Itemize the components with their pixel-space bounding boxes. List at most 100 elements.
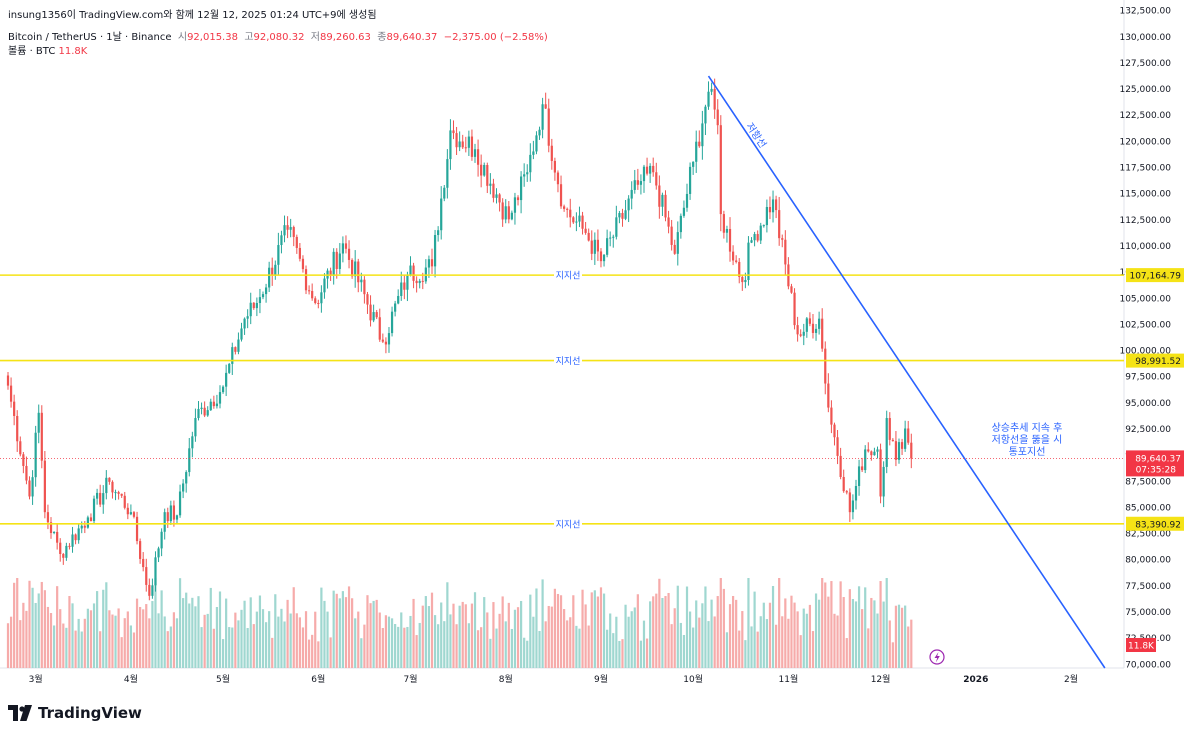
x-tick-label: 4월 [124, 673, 138, 685]
candle [867, 442, 870, 453]
candle [793, 288, 796, 330]
volume-bar [375, 599, 378, 668]
candle [212, 395, 215, 409]
candle [655, 162, 658, 190]
volume-bar [725, 632, 729, 668]
candle [458, 131, 461, 152]
volume-bar [123, 618, 126, 668]
candle [722, 210, 725, 239]
candle [71, 526, 74, 553]
candle [172, 500, 176, 527]
volume-bar [249, 597, 252, 668]
volume-bar [347, 586, 351, 668]
y-tick-label: 117,500.00 [1119, 164, 1171, 174]
candle [43, 450, 46, 519]
volume-bar [212, 628, 215, 668]
volume-bar [627, 616, 630, 668]
candle [268, 261, 271, 292]
volume-bar [166, 631, 169, 668]
volume-bar [824, 582, 827, 668]
volume-bar [799, 635, 802, 668]
candle [255, 297, 258, 317]
y-tick-label: 80,000.00 [1125, 556, 1171, 566]
volume-bar [486, 612, 489, 668]
candle [704, 104, 707, 136]
candle [19, 436, 22, 457]
candle [781, 234, 784, 248]
resistance-line[interactable] [707, 75, 1106, 669]
volume-bar [338, 598, 341, 668]
volume-bar [126, 611, 129, 668]
volume-bar [326, 611, 329, 668]
volume-tag [1126, 638, 1156, 652]
volume-bar [710, 599, 713, 668]
volume-bar [151, 601, 154, 668]
candle [366, 291, 369, 314]
volume-bar [13, 582, 16, 668]
candle [523, 163, 526, 187]
volume-bar [618, 640, 621, 668]
x-tick-label: 2026 [963, 675, 988, 685]
volume-bar [335, 593, 338, 668]
volume-bar [808, 604, 812, 668]
candle [139, 538, 142, 564]
candle [910, 433, 913, 469]
candle [307, 285, 311, 295]
candle [22, 452, 25, 474]
candle [566, 207, 569, 218]
candle [808, 312, 812, 327]
candle [108, 477, 111, 485]
candle [406, 271, 409, 302]
volume-bar [489, 638, 492, 668]
support-line[interactable]: 지지선 98,991.52 [0, 353, 1184, 368]
volume-bar [172, 612, 176, 668]
candle [277, 232, 280, 275]
support-line[interactable]: 지지선 107,164.79 [0, 268, 1184, 283]
volume-bar [563, 609, 566, 668]
volume-bar [154, 578, 157, 668]
volume-bar [286, 599, 289, 668]
volume-bar [692, 627, 695, 668]
volume-bar [704, 586, 707, 668]
support-line[interactable]: 지지선 83,390.92 [0, 516, 1184, 531]
candle [344, 235, 348, 254]
candle [397, 289, 400, 305]
candle [320, 285, 323, 313]
x-tick-label: 9월 [594, 673, 608, 685]
candle [664, 190, 667, 222]
candle [142, 552, 145, 572]
candle [532, 140, 535, 160]
candle [612, 234, 615, 248]
candle [9, 377, 13, 408]
volume-bar [891, 642, 894, 668]
candle [237, 332, 240, 355]
volume-bar [314, 611, 317, 668]
candle [433, 229, 437, 278]
candle [446, 149, 449, 199]
candle [301, 255, 305, 273]
tradingview-logo[interactable]: TradingView [8, 704, 142, 722]
candle [298, 243, 301, 262]
volume-bar [590, 592, 593, 668]
volume-bar [470, 603, 474, 668]
volume-bar [430, 592, 434, 668]
volume-bar [722, 588, 725, 668]
volume-bar [719, 578, 722, 668]
candle [685, 183, 689, 212]
volume-bar [781, 616, 784, 668]
support-price-tag [1126, 353, 1184, 368]
annotation-line-3: 통포지선 [1009, 446, 1046, 458]
lightning-icon[interactable] [929, 649, 945, 665]
candle [394, 300, 397, 317]
candle [151, 578, 154, 599]
candle [234, 346, 237, 355]
volume-bar [615, 616, 618, 668]
volume-bar [369, 603, 372, 668]
volume-bar [237, 620, 240, 668]
candle [74, 533, 77, 545]
y-tick-label: 95,000.00 [1125, 399, 1171, 409]
candle [231, 342, 234, 376]
candle [178, 484, 182, 518]
symbol-name[interactable]: Bitcoin / TetherUS · 1날 · Binance [8, 32, 172, 43]
